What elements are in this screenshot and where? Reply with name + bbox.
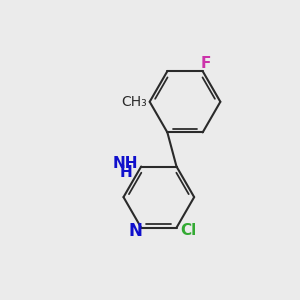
Text: Cl: Cl <box>181 223 197 238</box>
Text: NH: NH <box>113 156 139 171</box>
Text: CH₃: CH₃ <box>122 95 147 109</box>
Text: F: F <box>201 56 211 71</box>
Text: N: N <box>129 222 143 240</box>
Text: H: H <box>119 166 132 181</box>
